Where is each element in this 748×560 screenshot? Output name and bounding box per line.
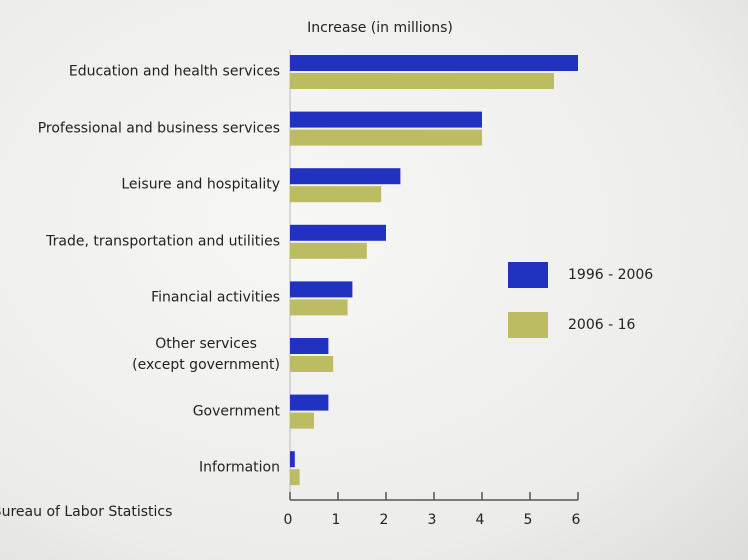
category-label: Information <box>198 459 280 476</box>
bar <box>290 281 353 298</box>
category-label: Government <box>192 403 280 420</box>
category-label: Leisure and hospitality <box>121 176 280 193</box>
bar <box>290 242 367 259</box>
category-label: Other services (except government) <box>132 336 280 373</box>
bar <box>290 168 401 185</box>
x-tick-label: 2 <box>380 512 389 528</box>
x-tick-label: 3 <box>428 512 437 528</box>
legend-swatch <box>508 262 548 288</box>
bar <box>290 338 329 354</box>
bar <box>290 451 295 468</box>
category-label: Education and health services <box>68 63 280 80</box>
legend-label: 2006 - 16 <box>568 317 635 333</box>
x-axis-title: Increase (in millions) <box>307 20 453 36</box>
legend-label: 1996 - 2006 <box>568 267 653 283</box>
category-label: Financial activities <box>151 289 280 306</box>
x-tick-label: 1 <box>332 512 341 528</box>
legend-swatch <box>508 312 548 338</box>
x-tick-label: 5 <box>524 512 533 528</box>
bar <box>290 111 482 128</box>
x-tick-label: 6 <box>572 512 581 528</box>
bar <box>290 224 386 241</box>
bar <box>290 394 329 411</box>
category-label: Professional and business services <box>37 120 280 137</box>
bar <box>290 299 348 316</box>
x-tick-label: 4 <box>476 512 485 528</box>
bar <box>290 73 554 89</box>
bar <box>290 469 300 486</box>
bar <box>290 129 482 146</box>
bar <box>290 356 334 372</box>
category-label: Trade, transportation and utilities <box>46 233 280 250</box>
bar <box>290 186 382 203</box>
bar <box>290 412 314 429</box>
bar <box>290 55 578 71</box>
x-tick-label: 0 <box>284 512 293 528</box>
source: Bureau of Labor Statistics <box>0 504 172 520</box>
